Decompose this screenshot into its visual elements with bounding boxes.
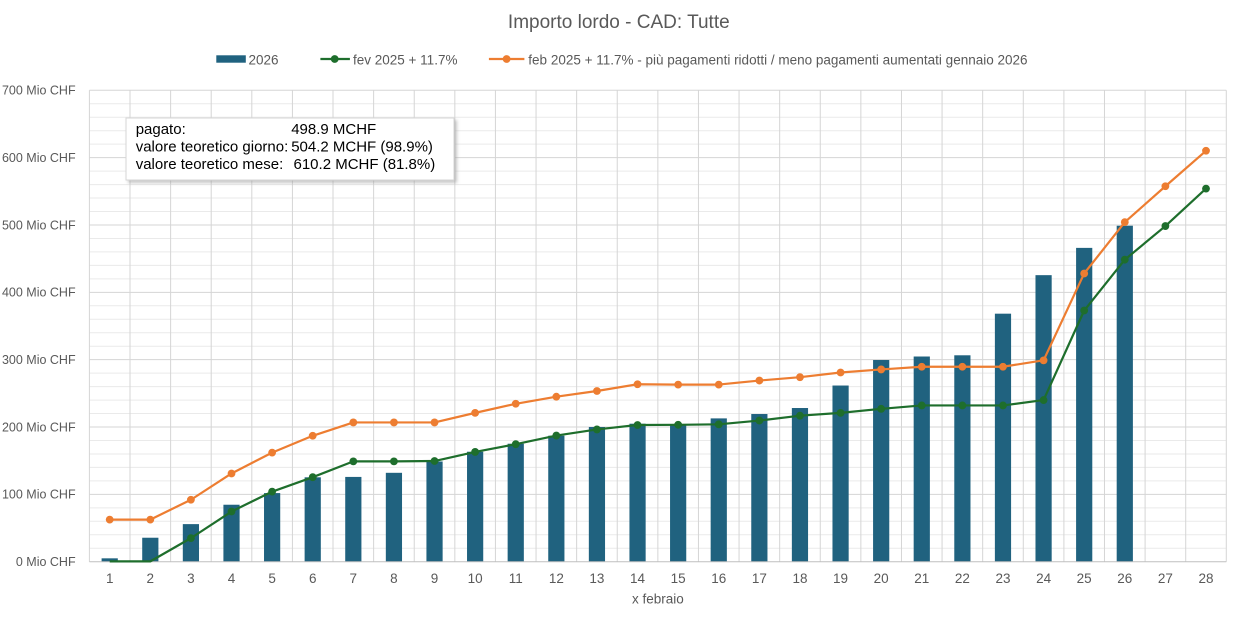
svg-text:16: 16 <box>711 571 726 586</box>
svg-text:7: 7 <box>350 571 358 586</box>
svg-text:24: 24 <box>1036 571 1052 586</box>
svg-text:20: 20 <box>874 571 889 586</box>
svg-text:28: 28 <box>1198 571 1213 586</box>
svg-text:200 Mio CHF: 200 Mio CHF <box>2 420 76 434</box>
svg-text:700 Mio CHF: 700 Mio CHF <box>2 84 76 98</box>
svg-text:valore teoretico mese:: valore teoretico mese: <box>136 156 284 173</box>
svg-text:0 Mio CHF: 0 Mio CHF <box>16 555 76 569</box>
svg-text:25: 25 <box>1077 571 1092 586</box>
svg-text:feb 2025 + 11.7% - più pagame: feb 2025 + 11.7% - più pagamenti ridotti… <box>528 52 1027 67</box>
svg-text:5: 5 <box>268 571 276 586</box>
svg-text:6: 6 <box>309 571 317 586</box>
svg-text:27: 27 <box>1158 571 1173 586</box>
svg-text:21: 21 <box>914 571 929 586</box>
svg-text:Importo lordo - CAD: Tutte: Importo lordo - CAD: Tutte <box>508 12 730 33</box>
svg-text:pagato:: pagato: <box>136 121 186 138</box>
svg-text:valore teoretico giorno:: valore teoretico giorno: <box>136 139 289 156</box>
svg-text:26: 26 <box>1117 571 1132 586</box>
svg-text:14: 14 <box>630 571 646 586</box>
svg-text:100 Mio CHF: 100 Mio CHF <box>2 488 76 502</box>
svg-text:9: 9 <box>431 571 439 586</box>
svg-text:500 Mio CHF: 500 Mio CHF <box>2 218 76 232</box>
svg-text:22: 22 <box>955 571 970 586</box>
svg-text:15: 15 <box>671 571 686 586</box>
svg-text:18: 18 <box>792 571 807 586</box>
svg-text:4: 4 <box>228 571 236 586</box>
svg-text:2026: 2026 <box>249 52 279 67</box>
svg-text:x febraio: x febraio <box>632 592 684 607</box>
svg-text:11: 11 <box>509 571 523 586</box>
svg-text:8: 8 <box>390 571 398 586</box>
svg-text:610.2 MCHF (81.8%): 610.2 MCHF (81.8%) <box>294 156 436 173</box>
svg-text:13: 13 <box>589 571 604 586</box>
svg-text:23: 23 <box>995 571 1010 586</box>
svg-text:17: 17 <box>752 571 767 586</box>
svg-text:10: 10 <box>468 571 483 586</box>
svg-text:3: 3 <box>187 571 195 586</box>
svg-text:12: 12 <box>549 571 564 586</box>
svg-text:300 Mio CHF: 300 Mio CHF <box>2 353 76 367</box>
svg-text:504.2 MCHF (98.9%): 504.2 MCHF (98.9%) <box>291 139 433 156</box>
svg-text:498.9 MCHF: 498.9 MCHF <box>291 121 376 138</box>
svg-text:2: 2 <box>147 571 155 586</box>
svg-text:400 Mio CHF: 400 Mio CHF <box>2 286 76 300</box>
svg-text:600 Mio CHF: 600 Mio CHF <box>2 151 76 165</box>
svg-text:fev 2025 + 11.7%: fev 2025 + 11.7% <box>353 52 457 67</box>
svg-text:19: 19 <box>833 571 848 586</box>
svg-text:1: 1 <box>106 571 114 586</box>
